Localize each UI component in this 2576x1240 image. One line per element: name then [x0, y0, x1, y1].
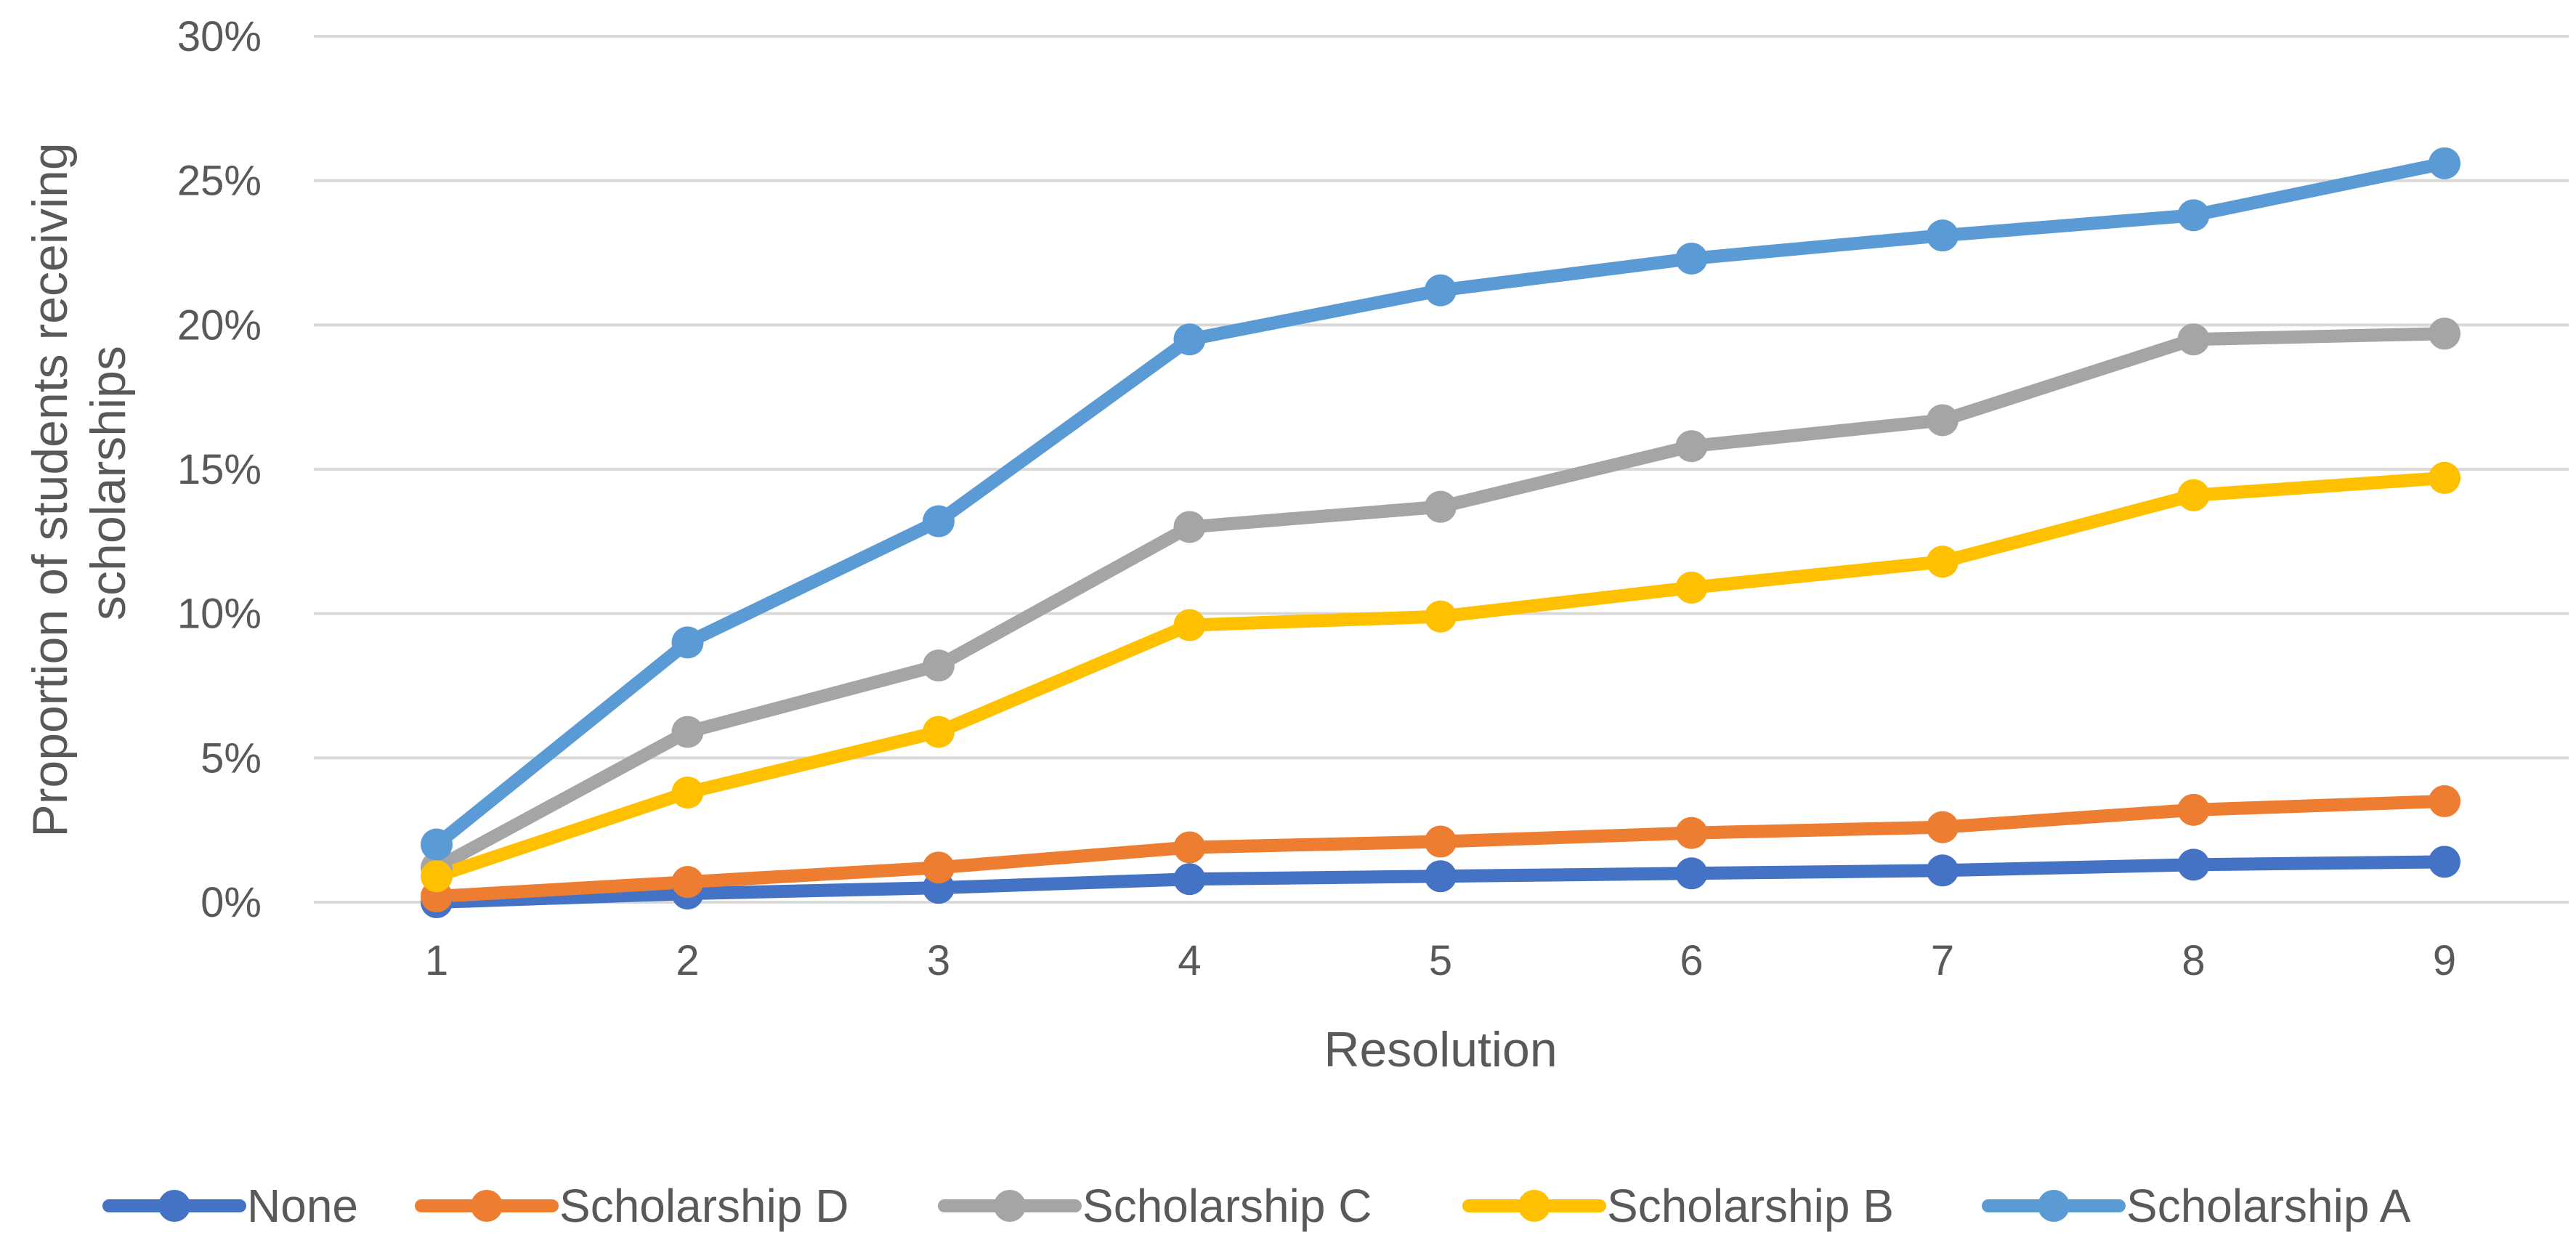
- legend-swatch-marker: [994, 1190, 1026, 1222]
- legend-item-scholarship-b: Scholarship B: [1462, 1180, 1894, 1232]
- data-point-none: [2429, 846, 2460, 878]
- x-tick-label: 5: [1429, 937, 1452, 984]
- data-point-scholarship-c: [671, 716, 704, 748]
- data-point-scholarship-a: [923, 505, 955, 538]
- data-point-scholarship-c: [923, 649, 955, 682]
- data-point-none: [2177, 848, 2210, 881]
- legend: None Scholarship D Scholarship C Scholarshi…: [102, 1180, 2411, 1232]
- series-markers-scholarship-c: [421, 317, 2460, 884]
- x-axis-title: Resolution: [1324, 1022, 1557, 1077]
- data-point-scholarship-c: [1425, 490, 1457, 523]
- data-point-scholarship-a: [1425, 274, 1457, 307]
- x-tick-label: 1: [425, 937, 448, 984]
- legend-label: Scholarship D: [559, 1180, 848, 1232]
- data-point-scholarship-b: [1675, 571, 1708, 604]
- data-point-scholarship-b: [1173, 609, 1206, 641]
- y-tick-label: 30%: [177, 13, 262, 60]
- legend-label: Scholarship A: [2126, 1180, 2411, 1232]
- legend-label: None: [247, 1180, 358, 1232]
- data-point-scholarship-b: [2429, 461, 2460, 494]
- data-point-scholarship-c: [1173, 511, 1206, 543]
- data-point-scholarship-d: [1173, 831, 1206, 864]
- legend-swatch-marker: [2038, 1190, 2070, 1222]
- x-axis-tick-labels: 1 2 3 4 5 6 7 8 9: [425, 937, 2456, 984]
- y-tick-label: 20%: [177, 301, 262, 349]
- data-point-scholarship-d: [2177, 793, 2210, 826]
- series-lines: [430, 156, 2451, 909]
- series-markers-scholarship-b: [421, 461, 2460, 893]
- data-point-none: [1173, 863, 1206, 896]
- x-tick-label: 4: [1178, 937, 1201, 984]
- legend-item-scholarship-d: Scholarship D: [415, 1180, 848, 1232]
- data-point-scholarship-a: [1927, 219, 1959, 252]
- data-point-scholarship-b: [421, 860, 453, 893]
- data-point-scholarship-a: [421, 828, 453, 861]
- y-axis-title-line-1: Proportion of students receiving: [23, 142, 78, 837]
- data-point-scholarship-c: [1927, 404, 1959, 437]
- data-point-scholarship-c: [1675, 430, 1708, 463]
- legend-label: Scholarship C: [1082, 1180, 1372, 1232]
- legend-label: Scholarship B: [1607, 1180, 1894, 1232]
- data-point-none: [1675, 857, 1708, 890]
- data-point-scholarship-c: [2177, 323, 2210, 356]
- legend-item-none: None: [102, 1180, 358, 1232]
- legend-item-scholarship-a: Scholarship A: [1982, 1180, 2411, 1232]
- gridlines: [314, 35, 2569, 904]
- x-tick-label: 8: [2182, 937, 2205, 984]
- legend-swatch-marker: [471, 1190, 503, 1222]
- data-point-scholarship-a: [1173, 323, 1206, 356]
- data-point-scholarship-d: [1927, 811, 1959, 843]
- data-point-scholarship-b: [923, 716, 955, 748]
- y-tick-label: 10%: [177, 591, 262, 638]
- data-point-scholarship-c: [2429, 317, 2460, 350]
- y-tick-label: 25%: [177, 158, 262, 205]
- data-point-scholarship-d: [1675, 816, 1708, 849]
- data-point-scholarship-a: [2429, 147, 2460, 179]
- data-point-scholarship-b: [671, 777, 704, 809]
- y-tick-label: 5%: [201, 734, 262, 782]
- y-tick-label: 15%: [177, 446, 262, 493]
- data-point-none: [1425, 860, 1457, 893]
- series-markers-scholarship-a: [421, 147, 2460, 861]
- series-points: [421, 147, 2460, 918]
- x-tick-label: 9: [2433, 937, 2456, 984]
- data-point-scholarship-a: [671, 626, 704, 659]
- data-point-scholarship-d: [2429, 785, 2460, 817]
- x-tick-label: 7: [1931, 937, 1954, 984]
- y-axis-tick-labels: 0% 5% 10% 15% 20% 25% 30%: [177, 13, 262, 926]
- legend-item-scholarship-c: Scholarship C: [938, 1180, 1372, 1232]
- x-tick-label: 3: [927, 937, 950, 984]
- data-point-scholarship-b: [1425, 600, 1457, 633]
- data-point-scholarship-b: [1927, 546, 1959, 578]
- data-point-scholarship-a: [2177, 199, 2210, 232]
- data-point-none: [1927, 854, 1959, 887]
- data-point-scholarship-d: [1425, 825, 1457, 858]
- data-point-scholarship-b: [2177, 479, 2210, 511]
- x-tick-label: 2: [676, 937, 699, 984]
- x-tick-label: 6: [1680, 937, 1703, 984]
- y-axis-title: Proportion of students receiving scholar…: [23, 129, 136, 837]
- series-markers-scholarship-d: [421, 785, 2460, 913]
- y-tick-label: 0%: [201, 879, 262, 926]
- legend-swatch-marker: [1518, 1190, 1550, 1222]
- data-point-scholarship-d: [671, 866, 704, 899]
- legend-swatch-marker: [158, 1190, 190, 1222]
- data-point-scholarship-d: [923, 851, 955, 884]
- data-point-scholarship-a: [1675, 242, 1708, 275]
- y-axis-title-line-2: scholarships: [81, 346, 136, 620]
